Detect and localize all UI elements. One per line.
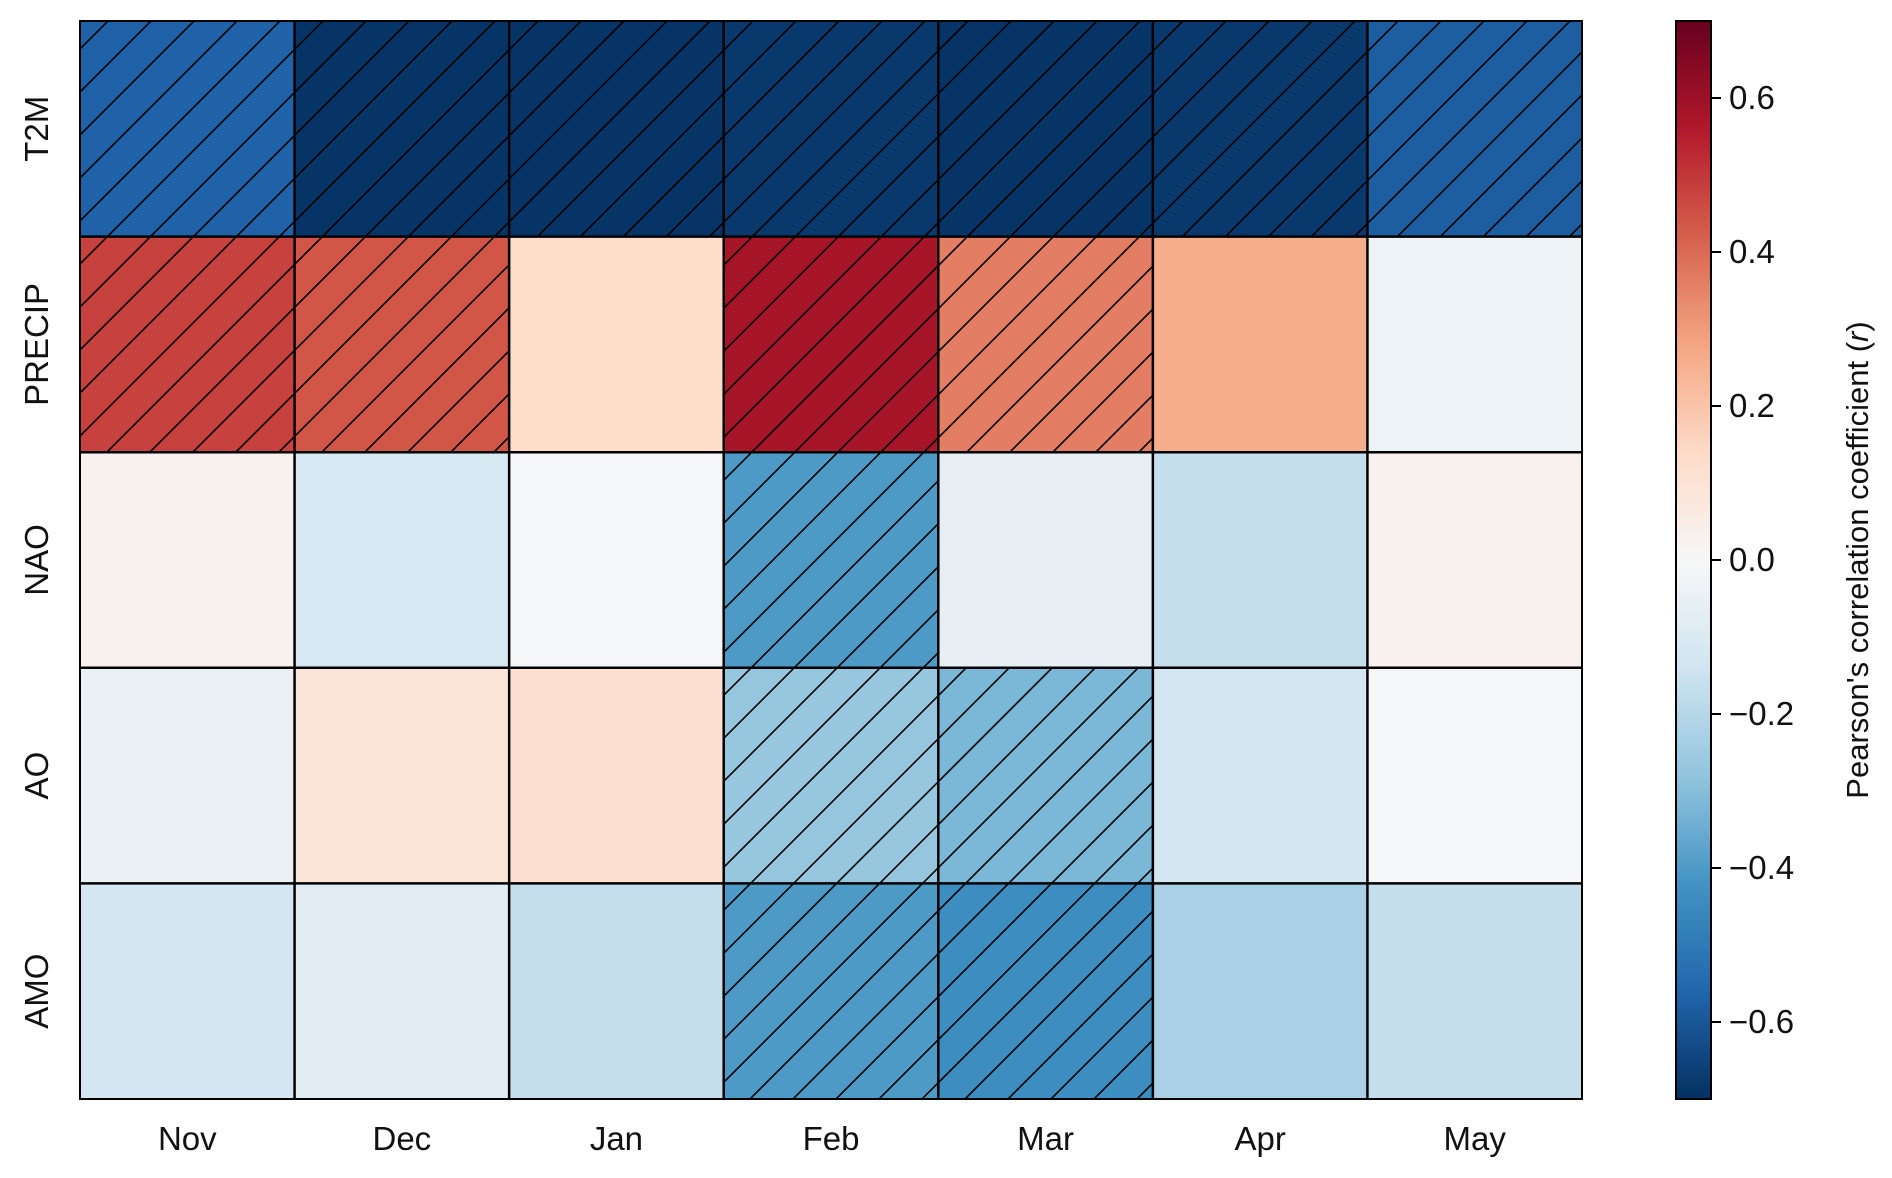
x-tick-label: Dec [373, 1120, 432, 1157]
plot-frame [79, 20, 1583, 1100]
y-tick-label: NAO [18, 524, 55, 596]
heatmap-cell-ao-jan [509, 667, 725, 884]
heatmap-cell-amo-jan [509, 883, 725, 1100]
hatch-overlays [80, 21, 1582, 1099]
heatmap-cell-ao-nov [80, 667, 296, 884]
colorbar-title: Pearson's correlation coefficient (r) [1840, 321, 1875, 798]
heatmap-cell-amo-nov [80, 883, 296, 1100]
x-axis-tick-labels: Nov Dec Jan Feb Mar Apr May [158, 1120, 1506, 1157]
colorbar-tick-label: −0.2 [1729, 695, 1794, 732]
heatmap-cell-precip-jan [509, 236, 725, 453]
heatmap-cell-nao-may [1367, 452, 1583, 669]
colorbar-tick-label: −0.6 [1729, 1003, 1794, 1040]
colorbar-tick-label: 0.2 [1729, 387, 1775, 424]
heatmap-cell-nao-mar [938, 452, 1154, 669]
colorbar-tick-label: 0.6 [1729, 79, 1775, 116]
y-tick-label: PRECIP [18, 283, 55, 406]
heatmap-cell-amo-dec [294, 883, 510, 1100]
heatmap-cell-ao-may [1367, 667, 1583, 884]
y-tick-label: T2M [18, 96, 55, 162]
significance-hatch [80, 236, 295, 453]
x-tick-label: Mar [1017, 1120, 1074, 1157]
heatmap-cell-nao-apr [1152, 452, 1368, 669]
heatmap-cell-ao-apr [1152, 667, 1368, 884]
heatmap-cell-precip-apr [1152, 236, 1368, 453]
x-tick-label: May [1444, 1120, 1507, 1157]
significance-hatch [294, 21, 510, 237]
colorbar-tick-label: 0.4 [1729, 233, 1775, 270]
x-tick-label: Feb [803, 1120, 860, 1157]
colorbar-tick-label: 0.0 [1729, 541, 1775, 578]
significance-hatch [938, 883, 1153, 1099]
y-axis-tick-labels: T2M PRECIP NAO AO AMO [18, 96, 55, 1029]
heatmap-cell-amo-apr [1152, 883, 1368, 1100]
colorbar-tick-label: −0.4 [1729, 849, 1794, 886]
significance-hatch [723, 452, 939, 668]
y-tick-label: AMO [18, 954, 55, 1029]
heatmap-cell-ao-dec [294, 667, 510, 884]
colorbar [1675, 20, 1712, 1100]
heatmap-cell-precip-may [1367, 236, 1583, 453]
heatmap-cell-nao-dec [294, 452, 510, 669]
significance-hatch [723, 667, 939, 884]
significance-hatch [723, 21, 939, 237]
significance-hatch [509, 21, 724, 237]
cell-grid [80, 21, 1582, 1099]
significance-hatch [294, 236, 510, 453]
heatmap-cell-nao-nov [80, 452, 296, 669]
colorbar-ticks: 0.6 0.4 0.2 0.0 −0.2 −0.4 −0.6 [1711, 79, 1794, 1040]
significance-hatch [938, 236, 1153, 453]
heatmap-cell-amo-may [1367, 883, 1583, 1100]
heatmap-cell-nao-jan [509, 452, 725, 669]
x-tick-label: Jan [590, 1120, 643, 1157]
y-tick-label: AO [18, 752, 55, 800]
significance-hatch [723, 236, 939, 453]
x-tick-label: Apr [1234, 1120, 1285, 1157]
significance-hatch [938, 21, 1153, 237]
significance-hatch [80, 21, 295, 237]
significance-hatch [1152, 21, 1368, 237]
significance-hatch [723, 883, 939, 1099]
x-tick-label: Nov [158, 1120, 217, 1157]
significance-hatch [1367, 21, 1582, 237]
significance-hatch [938, 667, 1153, 884]
